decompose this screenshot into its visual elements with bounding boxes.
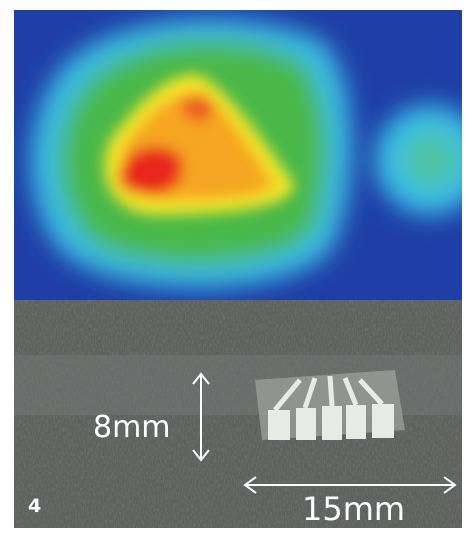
panel-label: 4 (28, 495, 41, 517)
height-label: 8mm (93, 410, 171, 445)
figure: 8mm 15mm 4 (0, 0, 472, 536)
photo: 8mm 15mm 4 (14, 300, 462, 528)
width-label: 15mm (302, 490, 405, 528)
heatmap (14, 10, 472, 300)
